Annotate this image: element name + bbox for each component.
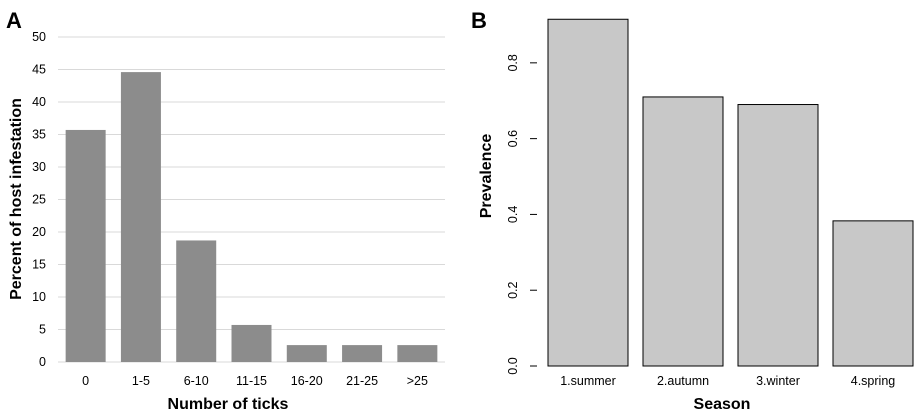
panel-a-bar	[397, 345, 438, 362]
panel-b-x-tick-label: 1.summer	[560, 374, 616, 388]
panel-b-bar	[832, 220, 914, 367]
panel-b: B 0.0 0.2 0.4 0.6 0.8 1.summer 2.autumn 3.wint…	[471, 8, 914, 411]
panel-a-x-tick-label: 16-20	[291, 374, 323, 388]
panel-b-y-tick-label: 0.8	[506, 54, 520, 71]
panel-b-x-tick-labels: 1.summer 2.autumn 3.winter 4.spring	[560, 374, 895, 388]
panel-b-y-tick-label: 0.2	[506, 281, 520, 298]
panel-a-y-tick-labels: 0 5 10 15 20 25 30 35 40 45 50	[32, 30, 46, 369]
panel-a-x-tick-label: 0	[82, 374, 89, 388]
panel-a-y-tick-label: 30	[32, 160, 46, 174]
panel-a: A 0 5 10 15 20 25 30 35 40 45 50 0 1-5 6-10 11-15 16-2…	[6, 8, 445, 411]
panel-a-y-tick-label: 0	[39, 355, 46, 369]
panel-b-bar	[547, 18, 629, 367]
panel-b-x-tick-label: 2.autumn	[657, 374, 709, 388]
panel-b-x-tick-label: 4.spring	[851, 374, 896, 388]
panel-b-y-tick-label: 0.6	[506, 130, 520, 147]
panel-a-y-tick-label: 50	[32, 30, 46, 44]
panel-a-y-tick-label: 45	[32, 63, 46, 77]
panel-a-x-axis-title: Number of ticks	[168, 396, 289, 411]
panel-a-bar	[65, 129, 106, 362]
panel-b-label: B	[471, 8, 487, 33]
panel-a-y-axis-title: Percent of host infestation	[8, 98, 25, 300]
panel-a-x-tick-label: 1-5	[132, 374, 150, 388]
panel-b-x-axis-title: Season	[694, 396, 751, 411]
panel-a-y-tick-label: 25	[32, 193, 46, 207]
panel-b-y-tick-label: 0.4	[506, 206, 520, 223]
panel-a-bar	[120, 72, 161, 362]
panel-a-y-tick-label: 10	[32, 290, 46, 304]
panel-a-y-tick-label: 15	[32, 258, 46, 272]
panel-a-x-tick-label: 21-25	[346, 374, 378, 388]
panel-b-y-axis-title: Prevalence	[478, 134, 495, 219]
panel-b-bar	[737, 104, 819, 367]
panel-a-y-tick-label: 5	[39, 323, 46, 337]
panel-a-bar	[231, 324, 272, 362]
panel-a-y-tick-label: 40	[32, 95, 46, 109]
panel-b-x-tick-label: 3.winter	[756, 374, 800, 388]
panel-a-bar	[286, 345, 327, 362]
panel-a-y-tick-label: 20	[32, 225, 46, 239]
panel-a-bar	[176, 240, 217, 362]
panel-a-gridlines	[58, 36, 445, 363]
panel-a-x-tick-labels: 0 1-5 6-10 11-15 16-20 21-25 >25	[82, 374, 428, 388]
panel-a-x-tick-label: 11-15	[236, 374, 267, 388]
panel-a-x-tick-label: >25	[407, 374, 428, 388]
panel-a-x-tick-label: 6-10	[184, 374, 209, 388]
panel-b-y-ticks: 0.0 0.2 0.4 0.6 0.8	[506, 54, 537, 375]
panel-a-y-tick-label: 35	[32, 128, 46, 142]
panel-b-bars	[547, 18, 914, 367]
panel-a-bars	[65, 72, 438, 362]
panel-a-label: A	[6, 8, 22, 33]
panel-b-bar	[642, 96, 724, 367]
panel-b-y-tick-label: 0.0	[506, 357, 520, 374]
panel-a-bar	[342, 345, 383, 362]
